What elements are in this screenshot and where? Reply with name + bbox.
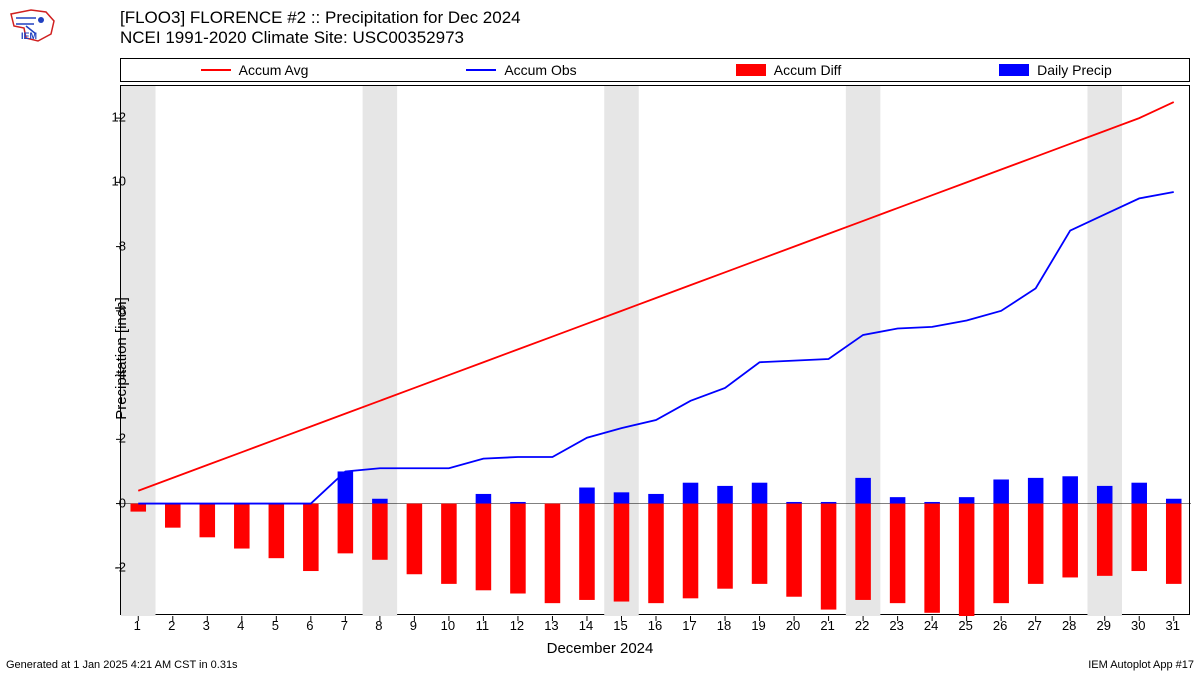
- x-tick-label: 6: [300, 618, 320, 633]
- x-tick-label: 3: [196, 618, 216, 633]
- x-tick-label: 1: [127, 618, 147, 633]
- x-axis-label: December 2024: [0, 640, 1200, 657]
- legend-item: Accum Diff: [655, 62, 922, 78]
- y-tick-label: 0: [96, 495, 126, 510]
- x-tick-label: 10: [438, 618, 458, 633]
- x-tick-label: 5: [265, 618, 285, 633]
- legend-swatch: [201, 69, 231, 71]
- x-tick-label: 7: [334, 618, 354, 633]
- footer-app: IEM Autoplot App #17: [1088, 659, 1194, 671]
- y-tick-label: 2: [96, 431, 126, 446]
- y-tick-label: -2: [96, 559, 126, 574]
- x-tick-label: 12: [507, 618, 527, 633]
- chart-title-line1: [FLOO3] FLORENCE #2 :: Precipitation for…: [120, 8, 521, 28]
- legend-label: Accum Avg: [239, 62, 309, 78]
- svg-text:IEM: IEM: [21, 31, 37, 41]
- y-tick-label: 4: [96, 367, 126, 382]
- x-tick-label: 28: [1059, 618, 1079, 633]
- x-tick-label: 20: [783, 618, 803, 633]
- x-tick-label: 29: [1094, 618, 1114, 633]
- iem-logo: IEM: [6, 6, 60, 46]
- legend-label: Accum Obs: [504, 62, 576, 78]
- x-tick-label: 13: [541, 618, 561, 633]
- x-tick-label: 19: [749, 618, 769, 633]
- chart-title-line2: NCEI 1991-2020 Climate Site: USC00352973: [120, 28, 521, 48]
- x-tick-label: 30: [1128, 618, 1148, 633]
- x-tick-label: 2: [162, 618, 182, 633]
- x-tick-label: 16: [645, 618, 665, 633]
- legend-item: Daily Precip: [922, 62, 1189, 78]
- legend-swatch: [736, 64, 766, 76]
- legend-swatch: [999, 64, 1029, 76]
- x-tick-label: 11: [472, 618, 492, 633]
- x-tick-label: 14: [576, 618, 596, 633]
- x-tick-label: 26: [990, 618, 1010, 633]
- chart-title-block: [FLOO3] FLORENCE #2 :: Precipitation for…: [120, 8, 521, 48]
- y-tick-label: 8: [96, 238, 126, 253]
- y-tick-label: 6: [96, 302, 126, 317]
- x-tick-label: 27: [1025, 618, 1045, 633]
- legend-label: Accum Diff: [774, 62, 841, 78]
- y-tick-label: 10: [96, 174, 126, 189]
- legend-item: Accum Obs: [388, 62, 655, 78]
- legend-item: Accum Avg: [121, 62, 388, 78]
- x-tick-label: 24: [921, 618, 941, 633]
- x-tick-label: 18: [714, 618, 734, 633]
- x-tick-label: 17: [680, 618, 700, 633]
- legend: Accum Avg Accum Obs Accum Diff Daily Precip: [120, 58, 1190, 82]
- x-tick-label: 22: [852, 618, 872, 633]
- footer-generated: Generated at 1 Jan 2025 4:21 AM CST in 0…: [6, 659, 238, 671]
- chart-plot-area: [120, 85, 1190, 615]
- y-tick-label: 12: [96, 110, 126, 125]
- x-tick-label: 4: [231, 618, 251, 633]
- x-tick-label: 21: [818, 618, 838, 633]
- x-tick-label: 23: [887, 618, 907, 633]
- x-tick-label: 9: [403, 618, 423, 633]
- x-tick-label: 25: [956, 618, 976, 633]
- x-tick-label: 15: [610, 618, 630, 633]
- legend-label: Daily Precip: [1037, 62, 1112, 78]
- legend-swatch: [466, 69, 496, 71]
- x-tick-label: 31: [1163, 618, 1183, 633]
- x-tick-label: 8: [369, 618, 389, 633]
